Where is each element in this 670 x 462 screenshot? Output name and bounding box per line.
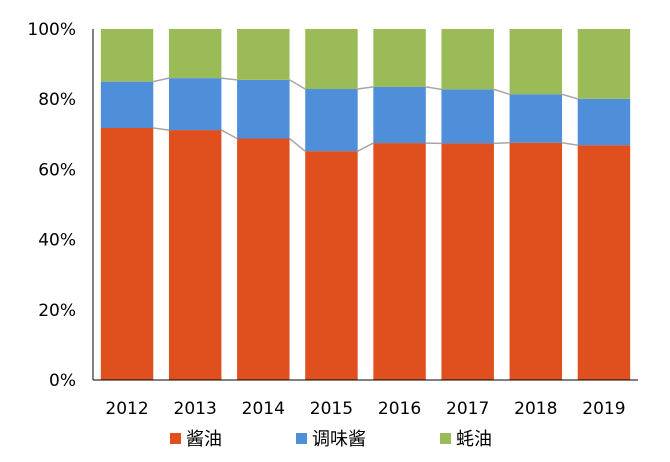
x-tick-label: 2012 — [105, 399, 148, 419]
connector-line-seasoning-paste — [493, 88, 510, 96]
bar-oyster-sauce-2012 — [100, 29, 154, 82]
connector-line-soy-sauce — [357, 142, 374, 152]
bar-soy-sauce-2018 — [509, 142, 563, 380]
legend-item-seasoning-paste: 调味酱 — [296, 429, 366, 450]
connector-line-seasoning-paste — [425, 86, 442, 91]
bar-seasoning-paste-2019 — [577, 98, 631, 146]
bar-soy-sauce-2017 — [441, 143, 494, 380]
bar-seasoning-paste-2013 — [168, 78, 222, 131]
connector-line-soy-sauce — [493, 141, 510, 145]
connector-line-seasoning-paste — [289, 79, 306, 90]
bar-soy-sauce-2015 — [305, 151, 358, 380]
connector-line-seasoning-paste — [221, 77, 238, 81]
bar-oyster-sauce-2013 — [168, 29, 222, 79]
bar-oyster-sauce-2018 — [509, 29, 563, 95]
bar-soy-sauce-2019 — [577, 145, 631, 380]
connector-line-seasoning-paste — [153, 77, 170, 83]
x-tick-label: 2013 — [174, 399, 217, 419]
legend-label-soy-sauce: 酱油 — [186, 429, 222, 450]
bar-seasoning-paste-2015 — [305, 89, 358, 152]
bar-seasoning-paste-2014 — [237, 79, 290, 139]
bar-seasoning-paste-2017 — [441, 89, 494, 144]
x-tick-label: 2019 — [582, 399, 625, 419]
y-tick-label: 60% — [38, 160, 76, 180]
x-tick-label: 2016 — [378, 399, 421, 419]
legend-item-oyster-sauce: 蚝油 — [440, 429, 492, 450]
bar-seasoning-paste-2016 — [373, 86, 426, 144]
connector-line-seasoning-paste — [561, 93, 578, 100]
bar-soy-sauce-2016 — [373, 143, 426, 380]
bar-seasoning-paste-2012 — [100, 81, 154, 128]
connector-line-soy-sauce — [153, 127, 170, 131]
bar-soy-sauce-2013 — [168, 130, 222, 380]
x-tick-labels: 2012 2013 2014 2015 2016 2017 2018 2019 — [105, 399, 625, 419]
y-axis: 0% 20% 40% 60% 80% 100% — [27, 20, 94, 391]
x-tick-label: 2015 — [310, 399, 353, 419]
connector-line-seasoning-paste — [357, 86, 374, 90]
connector-line-soy-sauce — [289, 137, 306, 152]
bar-oyster-sauce-2019 — [577, 29, 631, 99]
bar-oyster-sauce-2016 — [373, 29, 426, 87]
y-tick-label: 100% — [27, 20, 76, 40]
bar-seasoning-paste-2018 — [509, 94, 563, 143]
legend-label-seasoning-paste: 调味酱 — [312, 429, 366, 450]
x-axis: 2012 2013 2014 2015 2016 2017 2018 2019 — [93, 379, 638, 419]
legend-item-soy-sauce: 酱油 — [170, 429, 222, 450]
connector-line-soy-sauce — [561, 141, 578, 146]
y-tick-label: 80% — [38, 90, 76, 110]
bar-oyster-sauce-2017 — [441, 29, 494, 90]
legend-label-oyster-sauce: 蚝油 — [456, 429, 492, 450]
y-tick-label: 0% — [49, 371, 76, 391]
legend-swatch-oyster-sauce — [440, 433, 451, 444]
legend-swatch-soy-sauce — [170, 433, 181, 444]
y-tick-label: 20% — [38, 301, 76, 321]
legend: 酱油 调味酱 蚝油 — [170, 429, 492, 450]
x-tick-label: 2014 — [242, 399, 285, 419]
x-tick-label: 2017 — [446, 399, 489, 419]
y-tick-labels: 0% 20% 40% 60% 80% 100% — [27, 20, 76, 391]
bar-soy-sauce-2014 — [237, 138, 290, 380]
x-tick-label: 2018 — [514, 399, 557, 419]
legend-swatch-seasoning-paste — [296, 433, 307, 444]
bar-soy-sauce-2012 — [100, 127, 154, 380]
bar-oyster-sauce-2015 — [305, 29, 358, 90]
plot-area — [100, 29, 631, 380]
connector-line-soy-sauce — [221, 129, 238, 140]
bar-oyster-sauce-2014 — [237, 29, 290, 80]
y-tick-label: 40% — [38, 231, 76, 251]
